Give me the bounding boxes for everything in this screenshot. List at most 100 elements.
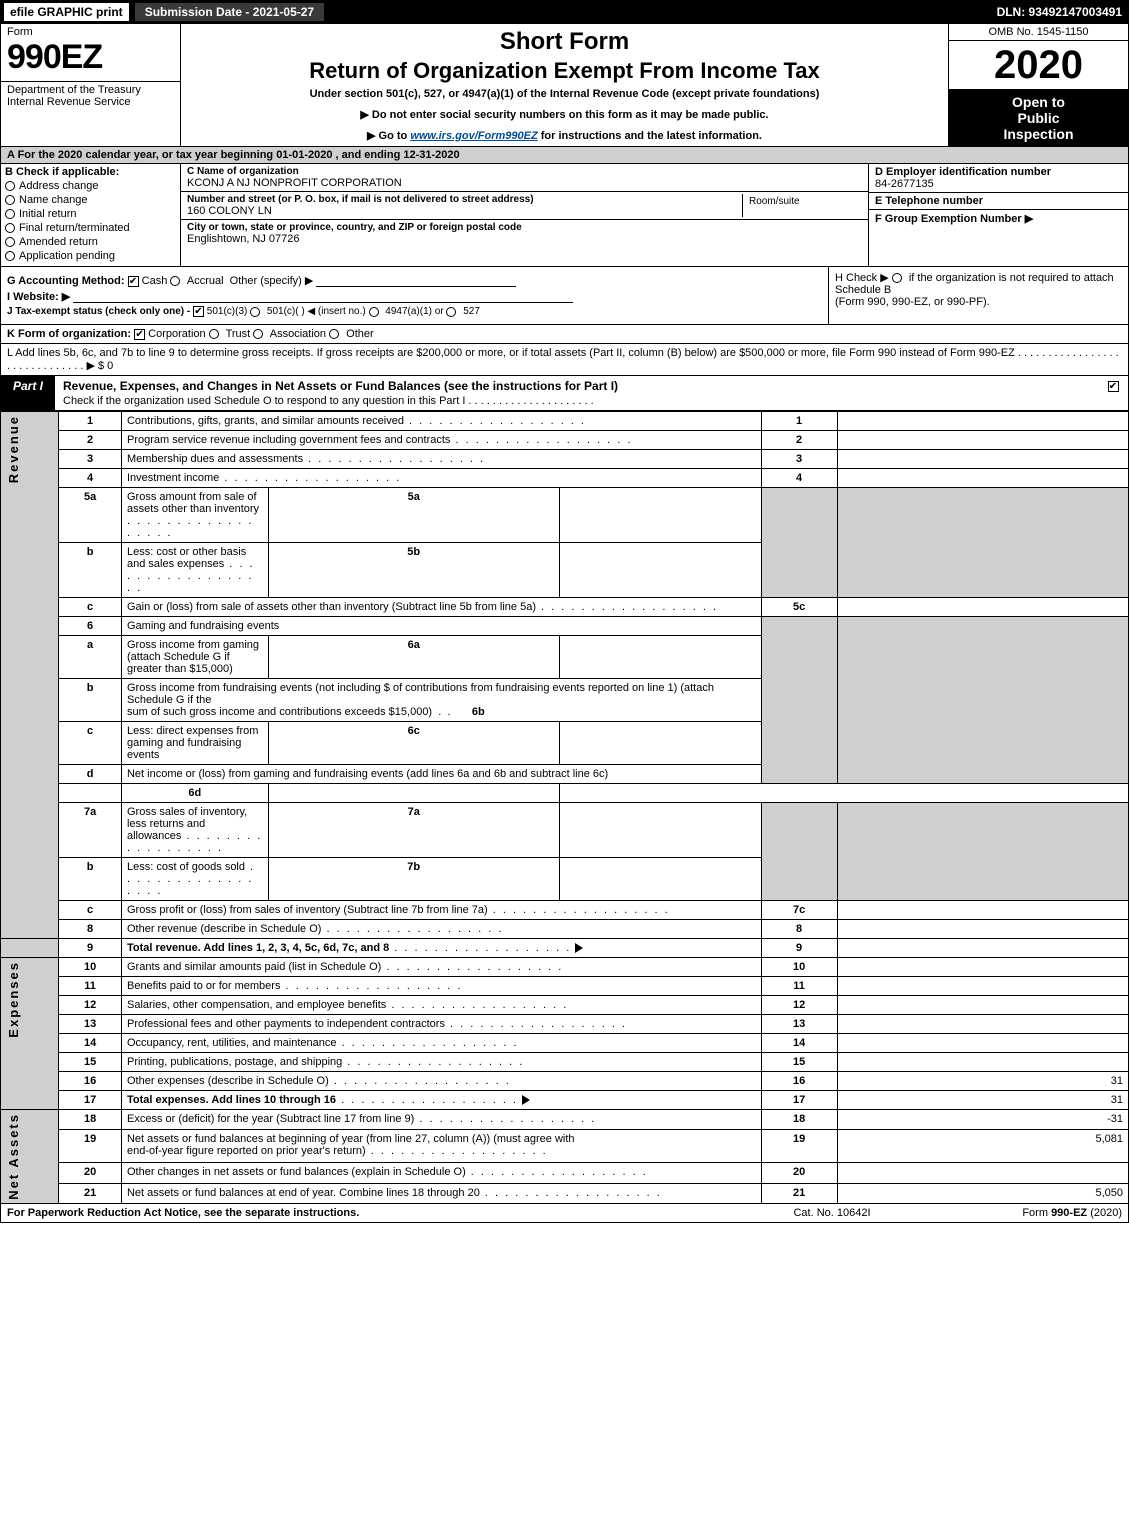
- chk-address-change[interactable]: Address change: [5, 180, 176, 192]
- line-8: Other revenue (describe in Schedule O): [121, 920, 761, 939]
- section-c: C Name of organization KCONJ A NJ NONPRO…: [181, 164, 868, 266]
- line-7a: Gross sales of inventory, less returns a…: [121, 803, 268, 858]
- amount-16: 31: [837, 1072, 1128, 1091]
- amount-19: 5,081: [837, 1130, 1128, 1163]
- open-to-public: Open to Public Inspection: [949, 89, 1128, 146]
- h-section: H Check ▶ if the organization is not req…: [828, 267, 1128, 324]
- line-19: Net assets or fund balances at beginning…: [121, 1130, 761, 1163]
- chk-cash[interactable]: [128, 276, 139, 287]
- line-10: Grants and similar amounts paid (list in…: [121, 958, 761, 977]
- phone-label: E Telephone number: [875, 195, 1122, 207]
- netassets-section-label: Net Assets: [1, 1110, 59, 1204]
- irs-link[interactable]: www.irs.gov/Form990EZ: [410, 130, 537, 142]
- goto-line: ▶ Go to www.irs.gov/Form990EZ for instru…: [189, 129, 940, 142]
- line-2: Program service revenue including govern…: [121, 431, 761, 450]
- room-suite-label: Room/suite: [742, 194, 862, 217]
- chk-501c[interactable]: [250, 307, 260, 317]
- amount-17: 31: [837, 1091, 1128, 1110]
- line-7c: Gross profit or (loss) from sales of inv…: [121, 901, 761, 920]
- line-6d: Net income or (loss) from gaming and fun…: [121, 765, 761, 784]
- amount-18: -31: [837, 1110, 1128, 1130]
- accounting-method: G Accounting Method: Cash Accrual Other …: [7, 274, 822, 287]
- chk-final-return[interactable]: Final return/terminated: [5, 222, 176, 234]
- line-1: Contributions, gifts, grants, and simila…: [121, 412, 761, 431]
- chk-schedule-o[interactable]: [1108, 381, 1119, 392]
- chk-trust[interactable]: [209, 329, 219, 339]
- chk-4947[interactable]: [369, 307, 379, 317]
- city-label: City or town, state or province, country…: [187, 222, 862, 233]
- ghij-section: G Accounting Method: Cash Accrual Other …: [0, 267, 1129, 325]
- k-row: K Form of organization: Corporation Trus…: [0, 325, 1129, 344]
- line-20: Other changes in net assets or fund bala…: [121, 1163, 761, 1183]
- org-name-value: KCONJ A NJ NONPROFIT CORPORATION: [187, 177, 862, 189]
- line-12: Salaries, other compensation, and employ…: [121, 996, 761, 1015]
- chk-association[interactable]: [253, 329, 263, 339]
- tax-exempt-status: J Tax-exempt status (check only one) - 5…: [7, 306, 822, 317]
- tax-period-row: A For the 2020 calendar year, or tax yea…: [0, 147, 1129, 164]
- chk-application-pending[interactable]: Application pending: [5, 250, 176, 262]
- line-9: Total revenue. Add lines 1, 2, 3, 4, 5c,…: [121, 939, 761, 958]
- line-15: Printing, publications, postage, and shi…: [121, 1053, 761, 1072]
- form-word: Form: [1, 24, 180, 38]
- chk-527[interactable]: [446, 307, 456, 317]
- l-row: L Add lines 5b, 6c, and 7b to line 9 to …: [0, 344, 1129, 376]
- footer-catno: Cat. No. 10642I: [742, 1207, 922, 1219]
- page-footer: For Paperwork Reduction Act Notice, see …: [0, 1204, 1129, 1223]
- line-16: Other expenses (describe in Schedule O): [121, 1072, 761, 1091]
- part1-table: Revenue 1 Contributions, gifts, grants, …: [0, 411, 1129, 1204]
- footer-paperwork: For Paperwork Reduction Act Notice, see …: [7, 1207, 742, 1219]
- form-number: 990EZ: [1, 38, 180, 81]
- line-17: Total expenses. Add lines 10 through 16: [121, 1091, 761, 1110]
- line-18: Excess or (deficit) for the year (Subtra…: [121, 1110, 761, 1130]
- line-6a: Gross income from gaming (attach Schedul…: [121, 636, 268, 679]
- chk-corporation[interactable]: [134, 329, 145, 340]
- chk-amended-return[interactable]: Amended return: [5, 236, 176, 248]
- line-6c: Less: direct expenses from gaming and fu…: [121, 722, 268, 765]
- line-6: Gaming and fundraising events: [121, 617, 761, 636]
- part1-subtitle: Check if the organization used Schedule …: [63, 395, 594, 407]
- line-4: Investment income: [121, 469, 761, 488]
- revenue-section-label: Revenue: [1, 412, 59, 939]
- efile-print-button[interactable]: efile GRAPHIC print: [3, 2, 130, 22]
- submission-date-button[interactable]: Submission Date - 2021-05-27: [134, 2, 325, 22]
- chk-h[interactable]: [892, 273, 902, 283]
- line-7b: Less: cost of goods sold: [121, 858, 268, 901]
- info-grid: B Check if applicable: Address change Na…: [0, 164, 1129, 267]
- line-14: Occupancy, rent, utilities, and maintena…: [121, 1034, 761, 1053]
- chk-501c3[interactable]: [193, 306, 204, 317]
- section-b-checkboxes: B Check if applicable: Address change Na…: [1, 164, 181, 266]
- title-return: Return of Organization Exempt From Incom…: [189, 58, 940, 84]
- street-label: Number and street (or P. O. box, if mail…: [187, 194, 742, 205]
- chk-accrual[interactable]: [170, 276, 180, 286]
- section-de: D Employer identification number 84-2677…: [868, 164, 1128, 266]
- subtitle-under: Under section 501(c), 527, or 4947(a)(1)…: [189, 88, 940, 100]
- ein-label: D Employer identification number: [875, 166, 1122, 178]
- street-value: 160 COLONY LN: [187, 205, 742, 217]
- chk-initial-return[interactable]: Initial return: [5, 208, 176, 220]
- tax-year: 2020: [949, 41, 1128, 89]
- website-line: I Website: ▶: [7, 290, 822, 303]
- org-name-label: C Name of organization: [187, 166, 862, 177]
- line-5c: Gain or (loss) from sale of assets other…: [121, 598, 761, 617]
- dept-treasury: Department of the Treasury Internal Reve…: [1, 81, 180, 110]
- group-exemption-label: F Group Exemption Number ▶: [875, 212, 1122, 225]
- line-13: Professional fees and other payments to …: [121, 1015, 761, 1034]
- no-ssn-warning: ▶ Do not enter social security numbers o…: [189, 108, 940, 121]
- top-bar: efile GRAPHIC print Submission Date - 20…: [0, 0, 1129, 24]
- part1-header: Part I Revenue, Expenses, and Changes in…: [0, 376, 1129, 411]
- line-5a: Gross amount from sale of assets other t…: [121, 488, 268, 543]
- arrow-icon: [522, 1095, 530, 1105]
- form-header: Form 990EZ Department of the Treasury In…: [0, 24, 1129, 147]
- line-5b: Less: cost or other basis and sales expe…: [121, 543, 268, 598]
- amount-21: 5,050: [837, 1183, 1128, 1203]
- line-6b: Gross income from fundraising events (no…: [121, 679, 761, 722]
- line-21: Net assets or fund balances at end of ye…: [121, 1183, 761, 1203]
- line-3: Membership dues and assessments: [121, 450, 761, 469]
- chk-name-change[interactable]: Name change: [5, 194, 176, 206]
- city-value: Englishtown, NJ 07726: [187, 233, 862, 245]
- omb-number: OMB No. 1545-1150: [949, 24, 1128, 41]
- arrow-icon: [575, 943, 583, 953]
- part1-tag: Part I: [1, 376, 55, 410]
- part1-title: Revenue, Expenses, and Changes in Net As…: [63, 379, 618, 393]
- chk-other-org[interactable]: [329, 329, 339, 339]
